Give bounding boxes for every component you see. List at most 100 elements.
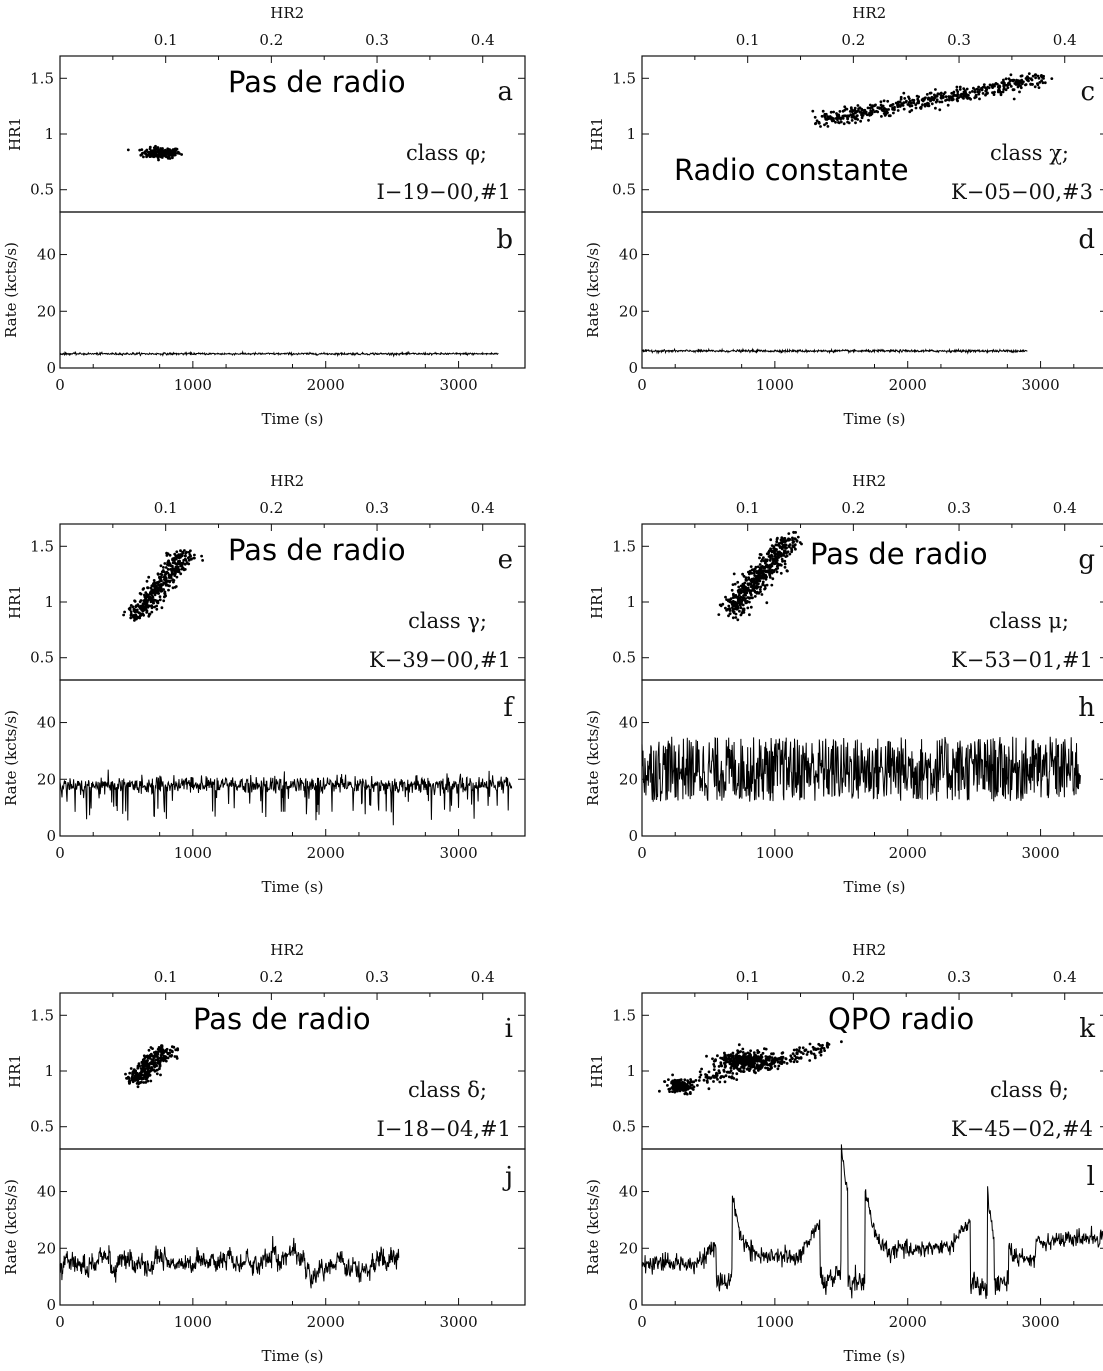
top-tick-label: 0.1 xyxy=(736,31,760,49)
scatter-point xyxy=(176,151,180,155)
scatter-point xyxy=(129,610,133,614)
panel-letter-upper: a xyxy=(497,77,513,107)
scatter-point xyxy=(154,599,158,602)
scatter-point xyxy=(685,1088,688,1091)
scatter-point xyxy=(923,104,927,108)
scatter-point xyxy=(668,1087,672,1091)
top-tick-label: 0.4 xyxy=(1053,31,1077,49)
scatter-point xyxy=(143,595,147,599)
time-tick-label: 0 xyxy=(55,1313,65,1331)
scatter-point xyxy=(771,555,774,558)
scatter-point xyxy=(764,1061,768,1065)
time-tick-label: 1000 xyxy=(756,844,794,862)
rate-tick-label: 0 xyxy=(628,1296,638,1314)
scatter-point xyxy=(155,604,159,608)
scatter-point xyxy=(843,108,846,112)
scatter-point xyxy=(188,553,192,556)
rate-tick-label: 0 xyxy=(628,359,638,377)
scatter-point xyxy=(764,565,768,569)
scatter-point xyxy=(744,588,748,592)
scatter-point xyxy=(746,1067,750,1070)
scatter-point xyxy=(844,114,848,118)
scatter-point xyxy=(757,574,761,578)
scatter-point xyxy=(129,616,133,620)
scatter-point xyxy=(813,1056,817,1060)
scatter-point xyxy=(766,1066,769,1070)
scatter-point xyxy=(732,611,736,615)
scatter-point xyxy=(141,1058,145,1062)
scatter-point xyxy=(787,532,791,535)
scatter-point xyxy=(163,562,167,565)
scatter-point xyxy=(748,1064,752,1068)
scatter-point xyxy=(902,91,906,95)
scatter-point xyxy=(1014,80,1018,84)
scatter-point xyxy=(746,1051,750,1055)
scatter-point xyxy=(746,606,750,610)
scatter-point xyxy=(150,1066,154,1070)
scatter-point xyxy=(159,1054,163,1057)
scatter-point xyxy=(690,1083,694,1087)
scatter-point xyxy=(164,1059,168,1063)
scatter-point xyxy=(716,1078,719,1081)
scatter-point xyxy=(143,1055,147,1059)
panel-letter-lower: d xyxy=(1078,225,1095,255)
scatter-point xyxy=(158,598,162,602)
scatter-point xyxy=(675,1087,679,1090)
scatter-point xyxy=(707,1087,711,1091)
scatter-point xyxy=(934,100,938,104)
scatter-point xyxy=(732,1064,736,1068)
scatter-point xyxy=(854,109,857,113)
scatter-point xyxy=(125,1076,128,1080)
scatter-point xyxy=(152,589,156,593)
class-label: class γ; xyxy=(408,609,487,633)
scatter-point xyxy=(834,120,837,124)
scatter-point xyxy=(873,104,877,107)
scatter-point xyxy=(1030,78,1034,82)
scatter-point xyxy=(168,157,172,160)
scatter-point xyxy=(184,551,188,555)
scatter-point xyxy=(1050,77,1054,80)
scatter-point xyxy=(840,1040,843,1044)
hr1-tick-label: 1 xyxy=(44,593,54,611)
scatter-point xyxy=(750,571,754,575)
scatter-point xyxy=(153,581,156,585)
scatter-point xyxy=(705,1054,708,1058)
scatter-point xyxy=(139,153,143,157)
scatter-point xyxy=(734,594,738,597)
scatter-point xyxy=(915,94,919,98)
scatter-point xyxy=(173,585,177,589)
rate-tick-label: 40 xyxy=(619,1183,638,1201)
scatter-point xyxy=(865,113,869,117)
scatter-point xyxy=(744,586,748,590)
scatter-point xyxy=(148,1073,152,1077)
scatter-point xyxy=(917,101,920,105)
scatter-point xyxy=(150,606,154,610)
scatter-point xyxy=(147,1048,151,1052)
scatter-point xyxy=(155,1068,159,1072)
scatter-point xyxy=(160,1044,164,1048)
scatter-point xyxy=(746,588,750,592)
hr1-tick-label: 0.5 xyxy=(30,1118,54,1136)
scatter-point xyxy=(993,90,996,94)
scatter-point xyxy=(148,145,152,149)
rate-tick-label: 20 xyxy=(37,302,56,320)
scatter-point xyxy=(682,1089,685,1092)
scatter-point xyxy=(764,575,767,579)
scatter-point xyxy=(815,119,819,123)
scatter-point xyxy=(712,1063,716,1066)
scatter-point xyxy=(997,88,1001,92)
top-tick-label: 0.2 xyxy=(841,31,865,49)
scatter-point xyxy=(714,1058,717,1061)
scatter-point xyxy=(934,88,937,91)
scatter-point xyxy=(819,1053,823,1057)
scatter-point xyxy=(965,96,968,99)
scatter-point xyxy=(142,1066,145,1070)
scatter-point xyxy=(981,92,985,95)
scatter-point xyxy=(806,1050,810,1054)
scatter-point xyxy=(992,93,996,96)
scatter-point xyxy=(911,98,914,102)
scatter-point xyxy=(991,86,994,89)
scatter-point xyxy=(742,1054,746,1058)
scatter-point xyxy=(150,604,154,608)
scatter-point xyxy=(719,1062,723,1066)
